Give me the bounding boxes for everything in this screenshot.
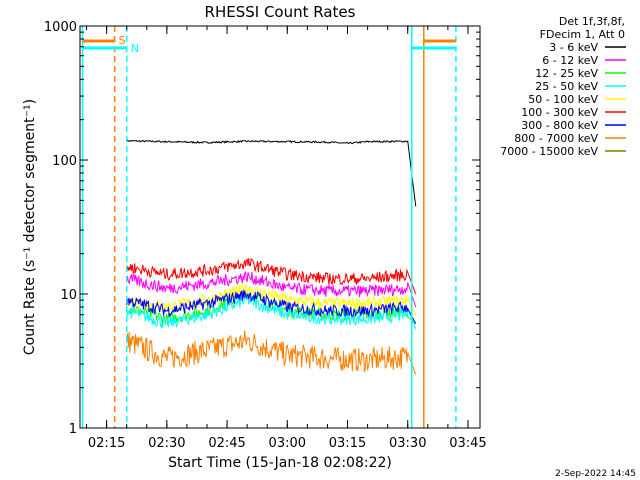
legend-label: 3 - 6 keV bbox=[549, 41, 598, 54]
chart-title: RHESSI Count Rates bbox=[205, 3, 356, 21]
series-line-800-7000keV bbox=[126, 330, 417, 375]
series-layer bbox=[126, 139, 417, 375]
x-axis-label: Start Time (15-Jan-18 02:08:22) bbox=[168, 455, 392, 471]
marker-label: S bbox=[119, 34, 126, 47]
x-tick-label: 03:45 bbox=[449, 436, 486, 451]
marker-layer: SN bbox=[81, 26, 457, 428]
y-tick-label: 1000 bbox=[44, 20, 77, 35]
marker-label: N bbox=[131, 42, 139, 55]
y-tick-label: 100 bbox=[52, 154, 77, 169]
legend-label: 300 - 800 keV bbox=[521, 119, 598, 132]
legend-label: 800 - 7000 keV bbox=[514, 132, 598, 145]
footer-date: 2-Sep-2022 14:45 bbox=[555, 469, 636, 479]
series-line-6-12keV bbox=[126, 270, 417, 308]
legend-label: 12 - 25 keV bbox=[535, 67, 598, 80]
series-line-100-300keV bbox=[126, 257, 417, 295]
y-tick-label: 10 bbox=[60, 288, 77, 303]
x-tick-label: 03:15 bbox=[329, 436, 366, 451]
y-axis-label: Count Rate (s⁻¹ detector segment⁻¹) bbox=[22, 99, 38, 355]
series-line-3-6keV bbox=[126, 139, 417, 207]
x-tick-label: 03:30 bbox=[389, 436, 426, 451]
legend-label: 25 - 50 keV bbox=[535, 80, 598, 93]
x-axis: 02:15 02:30 02:45 03:00 03:15 03:30 03:45 bbox=[86, 26, 487, 451]
x-tick-label: 02:45 bbox=[208, 436, 245, 451]
legend-label: 7000 - 15000 keV bbox=[500, 145, 598, 158]
legend-header: Det 1f,3f,8f, bbox=[559, 15, 625, 28]
legend-label: 100 - 300 keV bbox=[521, 106, 598, 119]
y-tick-label: 1 bbox=[69, 422, 77, 437]
plot-area: SN bbox=[79, 25, 481, 429]
x-tick-label: 02:30 bbox=[148, 436, 185, 451]
x-tick-label: 03:00 bbox=[269, 436, 306, 451]
x-tick-label: 02:15 bbox=[88, 436, 125, 451]
plot-frame bbox=[79, 25, 481, 429]
series-line-25-50keV bbox=[126, 294, 417, 330]
series-line-300-800keV bbox=[126, 289, 417, 324]
legend-header: FDecim 1, Att 0 bbox=[540, 28, 625, 41]
legend-label: 50 - 100 keV bbox=[528, 93, 598, 106]
legend-label: 6 - 12 keV bbox=[542, 54, 598, 67]
